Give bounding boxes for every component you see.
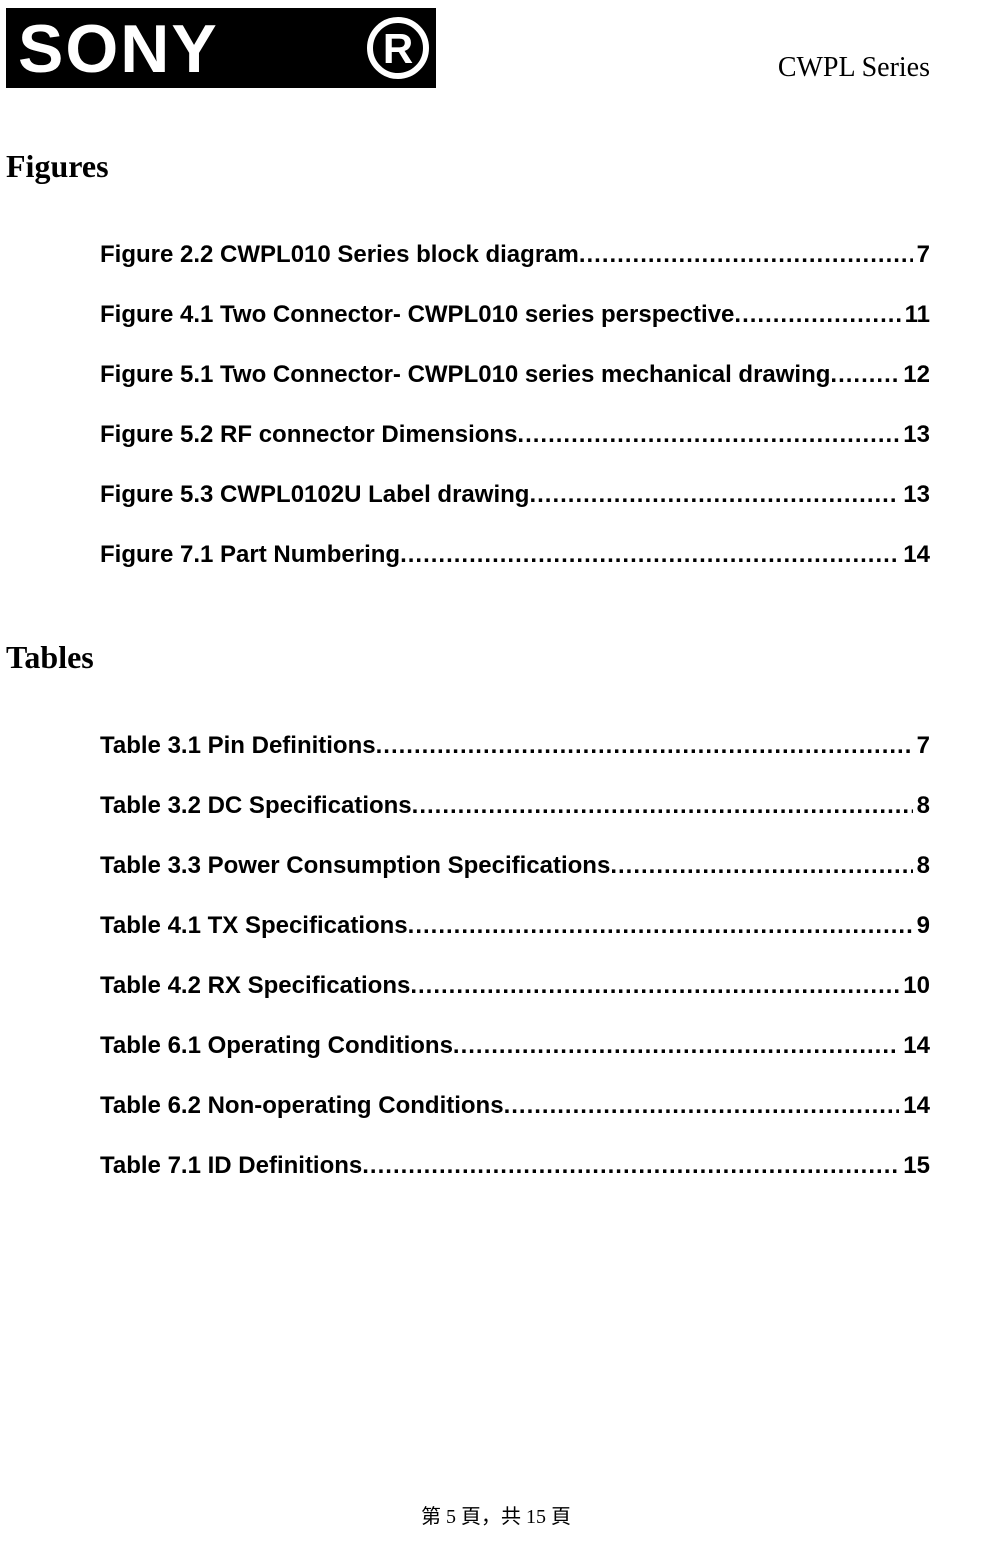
figures-list: Figure 2.2 CWPL010 Series block diagram … [100, 241, 930, 569]
dot-leader: ........................................… [734, 301, 900, 329]
figure-entry[interactable]: Figure 5.2 RF connector Dimensions .....… [100, 421, 930, 449]
series-label: CWPL Series [778, 52, 930, 84]
table-label: Table 4.2 RX Specifications [100, 972, 410, 1000]
figure-label: Figure 5.3 CWPL0102U Label drawing [100, 481, 529, 509]
dot-leader: ........................................… [400, 541, 899, 569]
dot-leader: ........................................… [376, 732, 913, 760]
figure-label: Figure 7.1 Part Numbering [100, 541, 400, 569]
figure-page-number: 14 [899, 541, 930, 569]
figure-page-number: 12 [899, 361, 930, 389]
table-page-number: 9 [913, 912, 930, 940]
figure-page-number: 13 [899, 421, 930, 449]
dot-leader: ........................................… [410, 972, 899, 1000]
table-label: Table 6.1 Operating Conditions [100, 1032, 453, 1060]
table-page-number: 8 [913, 852, 930, 880]
table-page-number: 7 [913, 732, 930, 760]
dot-leader: ........................................… [517, 421, 899, 449]
dot-leader: ........................................… [408, 912, 913, 940]
table-entry[interactable]: Table 4.2 RX Specifications.............… [100, 972, 930, 1000]
table-entry[interactable]: Table 6.1 Operating Conditions..........… [100, 1032, 930, 1060]
page-header: SONY R CWPL Series [6, 0, 930, 88]
figure-label: Figure 5.1 Two Connector- CWPL010 series… [100, 361, 830, 389]
dot-leader: ........................................… [504, 1092, 900, 1120]
figure-entry[interactable]: Figure 4.1 Two Connector- CWPL010 series… [100, 301, 930, 329]
figure-label: Figure 5.2 RF connector Dimensions [100, 421, 517, 449]
table-page-number: 8 [913, 792, 930, 820]
table-label: Table 3.3 Power Consumption Specificatio… [100, 852, 610, 880]
figure-label: Figure 2.2 CWPL010 Series block diagram [100, 241, 579, 269]
dot-leader: ........................................… [830, 361, 899, 389]
table-entry[interactable]: Table 4.1 TX Specifications ............… [100, 912, 930, 940]
table-entry[interactable]: Table 3.2 DC Specifications.............… [100, 792, 930, 820]
brand-logo: SONY R [6, 8, 436, 88]
table-label: Table 6.2 Non-operating Conditions [100, 1092, 504, 1120]
table-page-number: 10 [899, 972, 930, 1000]
registered-mark-icon: R [383, 25, 413, 72]
table-label: Table 3.1 Pin Definitions [100, 732, 376, 760]
brand-text: SONY [18, 11, 219, 87]
tables-heading: Tables [6, 639, 930, 676]
figure-entry[interactable]: Figure 7.1 Part Numbering...............… [100, 541, 930, 569]
page-footer: 第 5 頁，共 15 頁 [0, 1500, 992, 1529]
table-entry[interactable]: Table 3.1 Pin Definitions ..............… [100, 732, 930, 760]
figure-entry[interactable]: Figure 5.1 Two Connector- CWPL010 series… [100, 361, 930, 389]
table-label: Table 7.1 ID Definitions [100, 1152, 362, 1180]
figure-page-number: 13 [899, 481, 930, 509]
dot-leader: ........................................… [362, 1152, 899, 1180]
table-page-number: 15 [899, 1152, 930, 1180]
figure-entry[interactable]: Figure 2.2 CWPL010 Series block diagram … [100, 241, 930, 269]
dot-leader: ........................................… [453, 1032, 899, 1060]
table-entry[interactable]: Table 6.2 Non-operating Conditions......… [100, 1092, 930, 1120]
document-page: SONY R CWPL Series Figures Figure 2.2 CW… [0, 0, 992, 1557]
table-page-number: 14 [899, 1092, 930, 1120]
dot-leader: ........................................… [412, 792, 913, 820]
figure-page-number: 7 [913, 241, 930, 269]
dot-leader: ........................................… [610, 852, 912, 880]
tables-list: Table 3.1 Pin Definitions ..............… [100, 732, 930, 1180]
table-entry[interactable]: Table 3.3 Power Consumption Specificatio… [100, 852, 930, 880]
figures-heading: Figures [6, 148, 930, 185]
table-page-number: 14 [899, 1032, 930, 1060]
table-entry[interactable]: Table 7.1 ID Definitions ...............… [100, 1152, 930, 1180]
dot-leader: ........................................… [579, 241, 913, 269]
figure-entry[interactable]: Figure 5.3 CWPL0102U Label drawing .....… [100, 481, 930, 509]
dot-leader: ........................................… [529, 481, 899, 509]
table-label: Table 4.1 TX Specifications [100, 912, 408, 940]
figure-label: Figure 4.1 Two Connector- CWPL010 series… [100, 301, 734, 329]
figure-page-number: 11 [901, 301, 930, 329]
table-label: Table 3.2 DC Specifications [100, 792, 412, 820]
